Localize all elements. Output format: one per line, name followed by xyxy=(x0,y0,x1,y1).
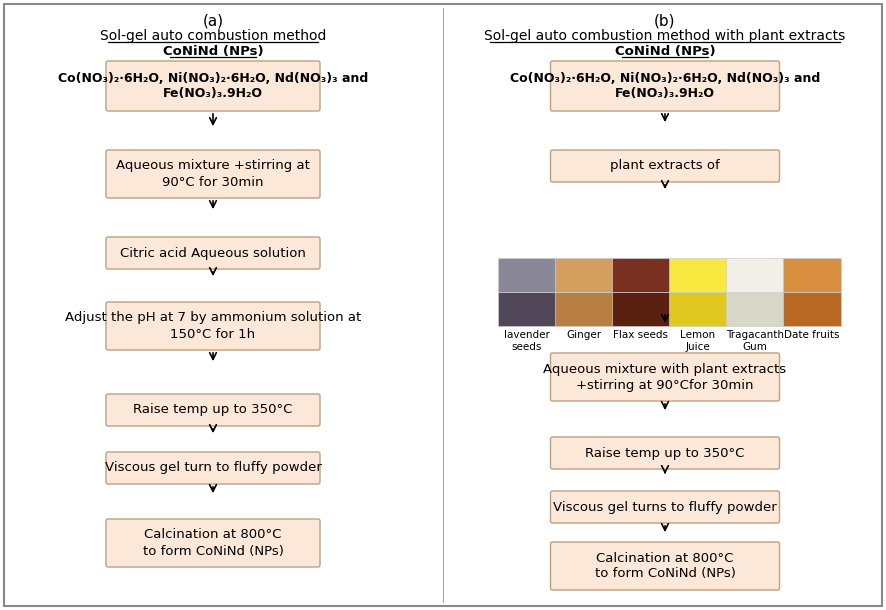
FancyBboxPatch shape xyxy=(612,292,670,326)
FancyBboxPatch shape xyxy=(669,292,727,326)
FancyBboxPatch shape xyxy=(106,61,320,111)
FancyBboxPatch shape xyxy=(550,150,780,182)
Text: CoNiNd (NPs): CoNiNd (NPs) xyxy=(615,45,715,58)
Text: Citric acid Aqueous solution: Citric acid Aqueous solution xyxy=(120,246,306,259)
FancyBboxPatch shape xyxy=(550,437,780,469)
Text: Lemon
Juice: Lemon Juice xyxy=(680,330,716,351)
FancyBboxPatch shape xyxy=(106,394,320,426)
Text: Viscous gel turns to fluffy powder: Viscous gel turns to fluffy powder xyxy=(553,500,777,514)
Text: Calcination at 800°C
to form CoNiNd (NPs): Calcination at 800°C to form CoNiNd (NPs… xyxy=(595,551,735,581)
Text: (a): (a) xyxy=(202,13,223,28)
Text: Ginger: Ginger xyxy=(566,330,602,340)
FancyBboxPatch shape xyxy=(783,258,841,292)
FancyBboxPatch shape xyxy=(726,292,784,326)
FancyBboxPatch shape xyxy=(550,61,780,111)
Text: Co(NO₃)₂·6H₂O, Ni(NO₃)₂·6H₂O, Nd(NO₃)₃ and
Fe(NO₃)₃.9H₂O: Co(NO₃)₂·6H₂O, Ni(NO₃)₂·6H₂O, Nd(NO₃)₃ a… xyxy=(58,71,368,101)
FancyBboxPatch shape xyxy=(106,302,320,350)
FancyBboxPatch shape xyxy=(106,237,320,269)
Text: Aqueous mixture with plant extracts
+stirring at 90°Cfor 30min: Aqueous mixture with plant extracts +sti… xyxy=(543,362,787,392)
Text: Viscous gel turn to fluffy powder: Viscous gel turn to fluffy powder xyxy=(105,462,322,475)
FancyBboxPatch shape xyxy=(550,542,780,590)
FancyBboxPatch shape xyxy=(726,258,784,292)
Text: lavender
seeds: lavender seeds xyxy=(504,330,550,351)
Text: Calcination at 800°C
to form CoNiNd (NPs): Calcination at 800°C to form CoNiNd (NPs… xyxy=(143,528,284,558)
Text: plant extracts of: plant extracts of xyxy=(610,159,719,173)
FancyBboxPatch shape xyxy=(612,258,670,292)
FancyBboxPatch shape xyxy=(106,519,320,567)
Text: Raise temp up to 350°C: Raise temp up to 350°C xyxy=(586,447,745,459)
Text: Sol-gel auto combustion method: Sol-gel auto combustion method xyxy=(100,29,326,43)
FancyBboxPatch shape xyxy=(555,258,613,292)
FancyBboxPatch shape xyxy=(498,258,556,292)
Text: Date fruits: Date fruits xyxy=(784,330,840,340)
Text: Aqueous mixture +stirring at
90°C for 30min: Aqueous mixture +stirring at 90°C for 30… xyxy=(116,159,310,188)
Text: Sol-gel auto combustion method with plant extracts: Sol-gel auto combustion method with plan… xyxy=(485,29,845,43)
Text: Raise temp up to 350°C: Raise temp up to 350°C xyxy=(133,403,292,417)
Text: CoNiNd (NPs): CoNiNd (NPs) xyxy=(163,45,263,58)
FancyBboxPatch shape xyxy=(106,452,320,484)
FancyBboxPatch shape xyxy=(550,353,780,401)
FancyBboxPatch shape xyxy=(106,150,320,198)
Text: Flax seeds: Flax seeds xyxy=(613,330,669,340)
FancyBboxPatch shape xyxy=(498,292,556,326)
Text: Tragacanth
Gum: Tragacanth Gum xyxy=(726,330,784,351)
FancyBboxPatch shape xyxy=(783,292,841,326)
Text: Co(NO₃)₂·6H₂O, Ni(NO₃)₂·6H₂O, Nd(NO₃)₃ and
Fe(NO₃)₃.9H₂O: Co(NO₃)₂·6H₂O, Ni(NO₃)₂·6H₂O, Nd(NO₃)₃ a… xyxy=(509,71,820,101)
FancyBboxPatch shape xyxy=(555,292,613,326)
Text: Adjust the pH at 7 by ammonium solution at
150°C for 1h: Adjust the pH at 7 by ammonium solution … xyxy=(65,312,361,340)
Text: (b): (b) xyxy=(654,13,676,28)
FancyBboxPatch shape xyxy=(550,491,780,523)
FancyBboxPatch shape xyxy=(669,258,727,292)
